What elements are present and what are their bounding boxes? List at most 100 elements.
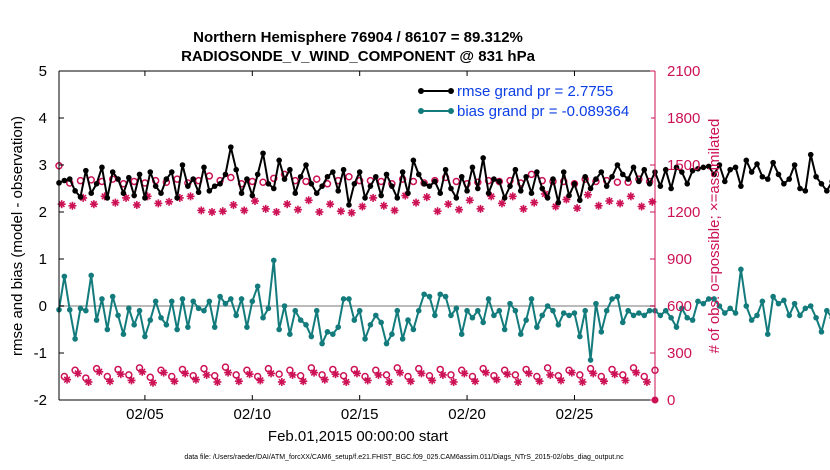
asterisk-stroke [353, 370, 361, 377]
asterisk-stroke [203, 371, 211, 379]
rmse-point [673, 164, 680, 171]
bias-point [598, 329, 605, 335]
rmse-point [695, 165, 701, 172]
bias-point [142, 333, 148, 340]
obs-assimilated-point [191, 375, 200, 384]
asterisk-stroke [391, 207, 398, 214]
rmse-point [346, 202, 352, 208]
rmse-point [807, 151, 814, 158]
asterisk-stroke [546, 371, 554, 379]
obs-assimilated-point [154, 199, 163, 208]
asterisk-stroke [214, 378, 221, 386]
obs-assimilated-point [245, 370, 254, 379]
bias-point [351, 317, 358, 323]
obs-assimilated-point [567, 368, 576, 377]
rmse-point [754, 161, 760, 167]
obs-assimilated-point [363, 376, 372, 385]
rmse-point [512, 166, 519, 173]
obs-assimilated-point [202, 370, 211, 379]
obs-assimilated-point [583, 190, 592, 199]
rmse-point [523, 173, 529, 180]
legend-box [419, 79, 651, 121]
rmse-point [496, 178, 503, 185]
rmse-point [528, 190, 535, 196]
asterisk-stroke [106, 377, 114, 385]
rmse-point [448, 185, 454, 192]
asterisk-stroke [95, 368, 103, 376]
obs-assimilated-point [89, 200, 98, 209]
bias-point [824, 307, 830, 314]
rmse-point [244, 176, 250, 182]
rmse-point [453, 195, 460, 201]
bias-point [437, 291, 444, 298]
rmse-point [480, 155, 486, 161]
bias-point [764, 331, 771, 338]
obs-assimilated-point [385, 377, 394, 386]
asterisk-stroke [133, 201, 141, 209]
asterisk-stroke [530, 199, 538, 206]
asterisk-stroke [466, 196, 474, 204]
rmse-point [292, 190, 299, 196]
asterisk-stroke [128, 377, 135, 384]
bias-point [324, 329, 331, 335]
obs-assimilated-point [132, 200, 141, 209]
rmse-point [598, 169, 605, 175]
legend-rmse-label: rmse grand pr = 2.7755 [457, 83, 613, 100]
obs-assimilated-point [412, 198, 421, 207]
bias-point [528, 296, 535, 302]
rmse-point [577, 197, 583, 204]
bias-point [233, 312, 239, 319]
bias-point [104, 326, 111, 333]
rmse-point [797, 185, 803, 192]
obs-possible-point [484, 176, 493, 185]
asterisk-stroke [74, 370, 82, 377]
bias-point [281, 303, 288, 309]
bias-point [356, 307, 363, 314]
asterisk-stroke [503, 370, 511, 378]
bias-point [738, 266, 744, 273]
obs-assimilated-point [336, 207, 345, 216]
asterisk-stroke [380, 202, 388, 210]
right-tick-label: 0 [667, 392, 675, 409]
asterisk-stroke [600, 377, 608, 385]
right-tick-label: 900 [667, 251, 692, 268]
bias-point [727, 305, 733, 312]
bias-point [748, 317, 755, 323]
bias-point [378, 319, 384, 326]
obs-assimilated-point [503, 370, 512, 379]
rmse-point [475, 185, 481, 192]
bias-point [485, 296, 492, 302]
bias-point [566, 312, 572, 319]
right-tick-label: 1200 [667, 204, 700, 221]
legend-bias-label: bias grand pr = -0.089364 [457, 103, 629, 120]
rmse-point [770, 159, 776, 166]
rmse-point [657, 183, 664, 189]
right-tick-label: 300 [667, 345, 692, 362]
rmse-point [539, 185, 546, 192]
asterisk-stroke [69, 202, 76, 210]
asterisk-stroke [246, 370, 253, 378]
bias-point [340, 296, 347, 302]
bias-point [244, 324, 250, 330]
rmse-point [378, 192, 384, 199]
asterisk-stroke [171, 377, 178, 385]
rmse-point [442, 166, 449, 173]
asterisk-stroke [63, 376, 71, 383]
bias-point [469, 314, 476, 321]
plot-area [59, 71, 655, 400]
rmse-point [743, 157, 750, 164]
rmse-point [722, 178, 728, 185]
asterisk-stroke [648, 198, 656, 206]
rmse-point [668, 185, 674, 192]
left-tick-label: 1 [39, 251, 47, 268]
rmse-point [593, 176, 599, 182]
rmse-point [206, 188, 213, 194]
bias-point [759, 298, 766, 305]
obs-assimilated-point [626, 192, 635, 201]
asterisk-stroke [122, 194, 130, 202]
obs-assimilated-point [277, 377, 286, 386]
obs-possible-point [312, 175, 321, 183]
bias-point [260, 314, 266, 321]
rmse-point [77, 194, 84, 200]
bias-point [405, 317, 411, 323]
